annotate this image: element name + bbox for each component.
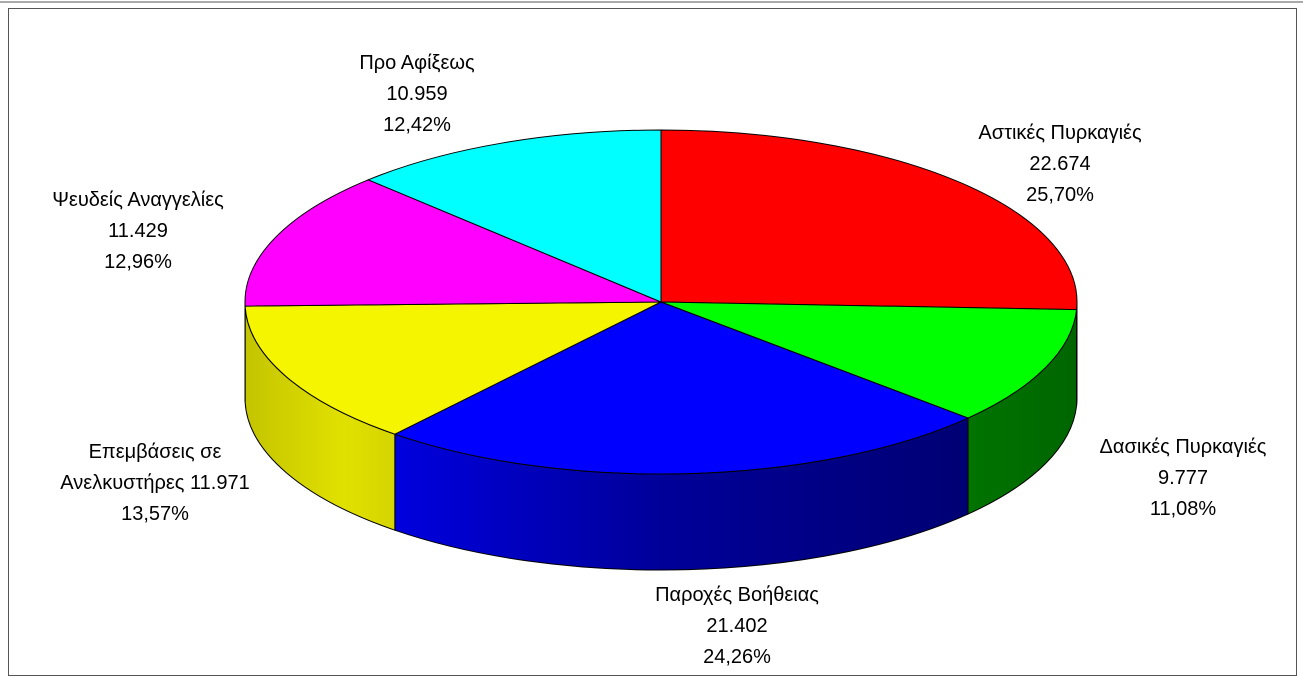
slice-label: Αστικές Πυρκαγιές 22.674 25,70% bbox=[978, 118, 1141, 211]
value-label: 11.429 bbox=[108, 220, 168, 242]
slice bbox=[244, 179, 662, 307]
value-label: 11.971 bbox=[190, 472, 250, 494]
value-label: 21.402 bbox=[706, 615, 768, 637]
percent-label: 25,70% bbox=[1026, 184, 1094, 206]
percent-label: 24,26% bbox=[703, 646, 771, 668]
slice bbox=[660, 129, 1078, 311]
slice-label: Δασικές Πυρκαγιές 9.777 11,08% bbox=[1100, 432, 1267, 525]
percent-label: 12,96% bbox=[104, 251, 172, 273]
slice-label: Παροχές Βοήθειας 21.402 24,26% bbox=[655, 580, 819, 673]
value-label: 10.959 bbox=[386, 83, 448, 105]
percent-label: 11,08% bbox=[1149, 498, 1217, 520]
category-label: Αστικές Πυρκαγιές bbox=[978, 122, 1142, 144]
slice-label: Προ Αφίξεως 10.959 12,42% bbox=[359, 48, 474, 141]
slice bbox=[244, 301, 662, 435]
percent-label: 13,57% bbox=[121, 503, 189, 525]
category-label: Επεμβάσεις σε Ανελκυστήρες bbox=[60, 441, 222, 494]
value-label: 9.777 bbox=[1157, 467, 1209, 489]
category-label: Παροχές Βοήθειας bbox=[655, 584, 819, 606]
slice bbox=[366, 129, 662, 303]
slice-label: Επεμβάσεις σε Ανελκυστήρες 11.971 13,57% bbox=[35, 437, 275, 530]
category-label: Προ Αφίξεως bbox=[359, 52, 475, 74]
frame bbox=[8, 8, 1297, 676]
value-label: 22.674 bbox=[1029, 153, 1091, 175]
slice bbox=[660, 301, 1078, 419]
slice bbox=[393, 301, 970, 475]
slice-label: Ψευδείς Αναγγελίες 11.429 12,96% bbox=[52, 185, 224, 278]
percent-label: 12,42% bbox=[383, 114, 451, 136]
category-label: Ψευδείς Αναγγελίες bbox=[52, 189, 224, 211]
category-label: Δασικές Πυρκαγιές bbox=[1099, 436, 1267, 458]
